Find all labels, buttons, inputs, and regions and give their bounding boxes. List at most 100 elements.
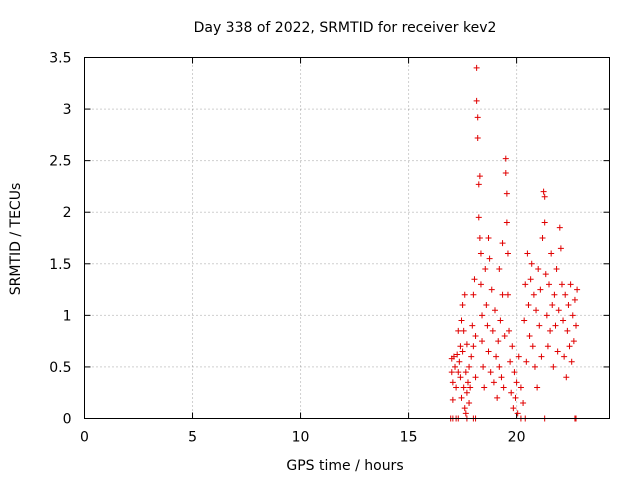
- y-tick-label: 3: [63, 102, 72, 118]
- data-point: [553, 265, 560, 272]
- data-point: [523, 358, 530, 365]
- data-point: [504, 250, 511, 257]
- data-point: [499, 240, 506, 247]
- data-point: [526, 332, 533, 339]
- data-point: [491, 307, 498, 314]
- data-point: [472, 332, 479, 339]
- data-point: [560, 317, 567, 324]
- data-point: [450, 353, 457, 360]
- data-point: [528, 260, 535, 267]
- data-point: [470, 343, 477, 350]
- data-point: [462, 410, 469, 417]
- data-point: [550, 363, 557, 370]
- data-point: [458, 317, 465, 324]
- data-point: [527, 276, 534, 283]
- data-point: [574, 286, 581, 293]
- data-point: [484, 322, 491, 329]
- y-tick-label: 0: [63, 412, 72, 428]
- axis-ticks: 0 5 10 15 20 0 0.5 1 1.5 2 2.5 3 3.5: [49, 51, 610, 446]
- data-point: [473, 97, 480, 104]
- data-point: [457, 374, 464, 381]
- data-point: [502, 170, 509, 177]
- data-point: [463, 341, 470, 348]
- data-point: [459, 302, 466, 309]
- data-point: [542, 271, 549, 278]
- data-point: [534, 384, 541, 391]
- data-point: [538, 353, 545, 360]
- data-point: [495, 338, 502, 345]
- data-point: [459, 348, 466, 355]
- data-point: [555, 307, 562, 314]
- data-point: [487, 369, 494, 376]
- data-point: [497, 317, 504, 324]
- data-point: [530, 291, 537, 298]
- data-point: [452, 363, 459, 370]
- data-point: [462, 369, 469, 376]
- data-point: [461, 291, 468, 298]
- data-point: [521, 317, 528, 324]
- data-point: [512, 394, 519, 401]
- data-point: [556, 224, 563, 231]
- data-point: [529, 343, 536, 350]
- data-point: [503, 190, 510, 197]
- data-point: [554, 348, 561, 355]
- data-point: [455, 327, 462, 334]
- data-point: [522, 281, 529, 288]
- data-point: [496, 363, 503, 370]
- data-point: [569, 312, 576, 319]
- x-axis-label: GPS time / hours: [286, 458, 403, 474]
- data-point: [509, 343, 516, 350]
- data-point: [513, 379, 520, 386]
- data-point: [469, 322, 476, 329]
- data-point: [562, 291, 569, 298]
- data-point: [504, 291, 511, 298]
- data-point: [565, 302, 572, 309]
- data-point: [517, 384, 524, 391]
- data-point: [474, 134, 481, 141]
- data-point: [474, 114, 481, 121]
- data-point: [507, 358, 514, 365]
- data-point: [493, 353, 500, 360]
- data-point: [483, 302, 490, 309]
- data-point: [468, 353, 475, 360]
- data-point: [454, 351, 461, 358]
- data-point: [463, 389, 470, 396]
- data-point: [563, 374, 570, 381]
- data-point: [482, 265, 489, 272]
- data-point: [449, 379, 456, 386]
- data-point: [475, 214, 482, 221]
- data-point: [539, 235, 546, 241]
- data-point: [472, 374, 479, 381]
- data-point: [455, 369, 462, 376]
- data-point: [540, 188, 547, 195]
- data-point: [543, 312, 550, 319]
- data-point: [510, 405, 517, 412]
- data-point: [537, 286, 544, 293]
- data-point: [520, 400, 527, 407]
- data-point: [489, 327, 496, 334]
- x-tick-label: 5: [188, 430, 197, 446]
- data-point: [485, 348, 492, 355]
- y-tick-label: 2.5: [49, 154, 71, 170]
- data-point: [496, 265, 503, 272]
- data-point: [479, 338, 486, 345]
- data-point: [466, 363, 473, 370]
- data-point: [486, 255, 493, 262]
- data-point: [467, 384, 474, 391]
- data-point: [551, 291, 558, 298]
- y-tick-label: 3.5: [49, 51, 71, 67]
- y-tick-label: 1: [63, 308, 72, 324]
- data-point: [453, 384, 460, 391]
- data-point: [547, 327, 554, 334]
- data-point: [464, 379, 471, 386]
- data-point: [458, 394, 465, 401]
- data-point: [570, 338, 577, 345]
- data-point: [477, 281, 484, 288]
- data-point: [449, 396, 456, 403]
- data-point: [567, 281, 574, 288]
- data-point: [568, 358, 575, 365]
- data-point: [558, 281, 565, 288]
- data-point: [460, 327, 467, 334]
- data-point: [485, 235, 492, 241]
